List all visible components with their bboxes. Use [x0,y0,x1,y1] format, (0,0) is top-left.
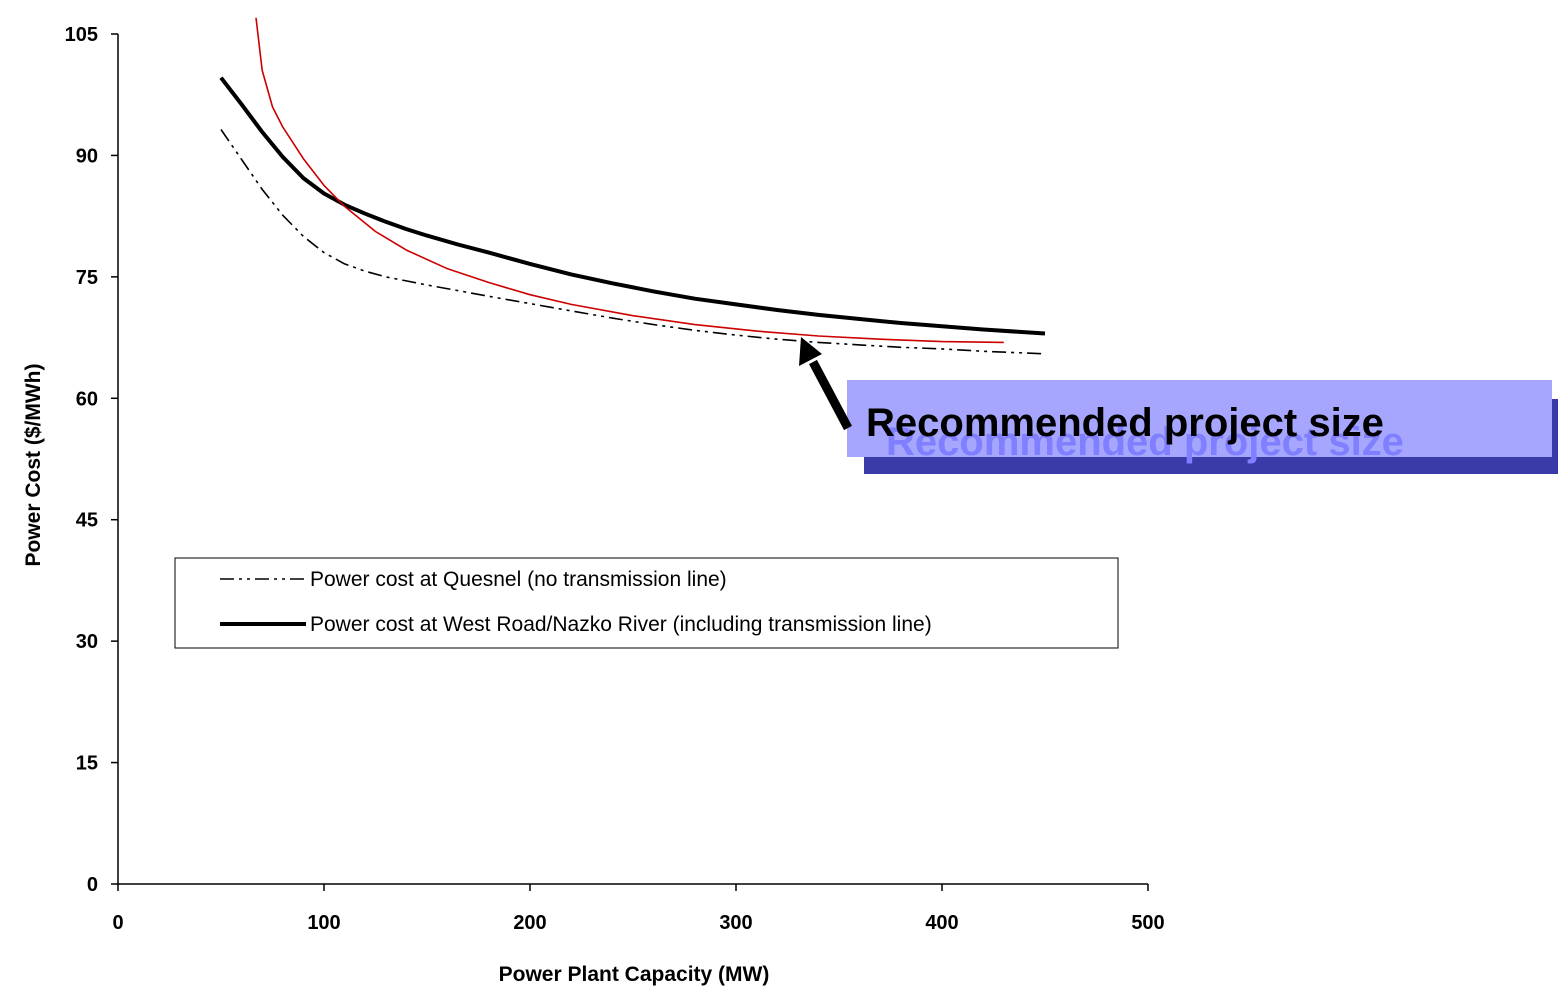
y-tick-label: 60 [76,388,98,410]
y-tick-label: 75 [76,267,98,289]
x-axis-title: Power Plant Capacity (MW) [499,963,770,986]
legend-box [174,557,1119,649]
y-tick-label: 15 [76,753,98,775]
y-tick-label: 0 [87,874,98,896]
y-tick-label: 30 [76,631,98,653]
y-tick-label: 45 [76,510,98,532]
callout-ghost-text: Recommended project size [886,420,1404,464]
x-tick-label: 300 [719,912,752,934]
series-quesnel-line [220,129,1046,355]
x-tick-label: 100 [307,912,340,934]
callout-text: Recommended project size [866,401,1384,445]
y-axis-title: Power Cost ($/MWh) [22,364,45,567]
legend-label-quesnel: Power cost at Quesnel (no transmission l… [310,568,727,591]
callout-arrow-shaft [809,359,852,431]
y-tick-label: 105 [65,24,98,46]
x-tick-label: 0 [112,912,123,934]
y-ticks: 0 15 30 45 60 75 90 105 [65,24,118,896]
callout-arrow-head [799,337,822,366]
y-tick-label: 90 [76,145,98,167]
x-tick-label: 500 [1131,912,1164,934]
x-ticks: 0 100 200 300 400 500 [112,884,1165,934]
legend: Power cost at Quesnel (no transmission l… [174,557,1119,649]
x-tick-label: 200 [513,912,546,934]
series-lines [219,17,1046,355]
x-tick-label: 400 [925,912,958,934]
legend-label-west-road: Power cost at West Road/Nazko River (inc… [310,613,932,636]
axes [117,34,1148,885]
series-west-road-line [219,76,1046,336]
callout-box [847,380,1552,457]
recommended-callout: Recommended project size Recommended pro… [799,337,1558,474]
series-red-trend-line [255,17,1004,344]
